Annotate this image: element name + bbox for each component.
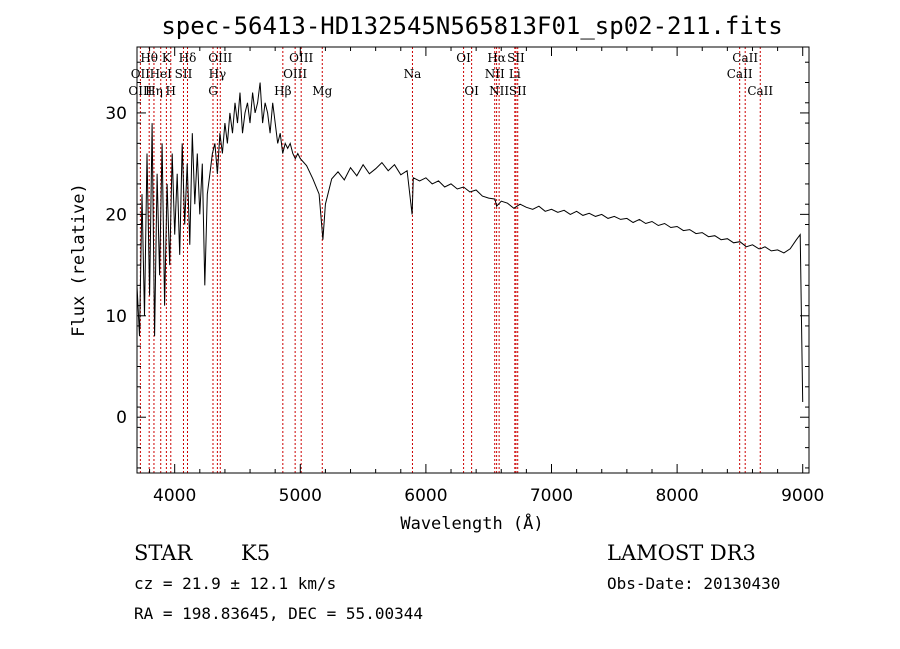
line-label: OIII — [208, 51, 232, 65]
line-label: H — [166, 84, 176, 98]
line-label: SII — [175, 67, 193, 81]
y-axis-label: Flux (relative) — [69, 183, 89, 337]
line-label: SII — [509, 84, 527, 98]
x-axis-ticks: 4000 5000 6000 7000 8000 9000 — [149, 47, 824, 506]
observation-date: Obs-Date: 20130430 — [607, 574, 780, 593]
line-label: Hα — [487, 51, 506, 65]
line-label: CaII — [732, 51, 758, 65]
line-label: Hη — [145, 84, 163, 98]
line-label: Hδ — [179, 51, 197, 65]
x-tick-label: 4000 — [153, 486, 196, 506]
line-label: G — [208, 84, 218, 98]
object-class: STAR — [134, 541, 193, 565]
line-label: K — [162, 51, 172, 65]
x-tick-label: 7000 — [530, 486, 573, 506]
line-label: CaII — [727, 67, 753, 81]
redshift-cz: cz = 21.9 ± 12.1 km/s — [134, 574, 336, 593]
line-label: Hγ — [209, 67, 227, 81]
spectral-line-labels: Hθ OII OIII K HeI Hη SII H Hδ OIII Hγ G Hβ OIII OIII Mg… — [128, 51, 773, 98]
line-label: Mg — [312, 84, 332, 98]
line-label: NII — [485, 67, 505, 81]
x-tick-label: 8000 — [655, 486, 698, 506]
survey-name: LAMOST DR3 — [607, 541, 756, 565]
y-tick-label: 0 — [116, 408, 127, 428]
y-axis-ticks: 0 10 20 30 — [105, 61, 809, 469]
line-label: Hβ — [274, 84, 291, 98]
chart-title: spec-56413-HD132545N565813F01_sp02-211.f… — [161, 12, 782, 40]
x-axis-label: Wavelength (Å) — [400, 512, 543, 534]
plot-frame — [136, 46, 810, 474]
line-label: OIII — [289, 51, 313, 65]
line-label: Na — [404, 67, 422, 81]
spectrum-series-line — [136, 82, 804, 403]
line-label: Li — [509, 67, 521, 81]
line-label: SII — [507, 51, 525, 65]
y-tick-label: 20 — [105, 205, 127, 225]
line-label: OI — [464, 84, 479, 98]
line-label: HeI — [150, 67, 173, 81]
spectral-line-markers — [139, 47, 761, 473]
x-tick-label: 9000 — [781, 486, 824, 506]
line-label: CaII — [747, 84, 773, 98]
x-tick-label: 6000 — [404, 486, 447, 506]
line-label: OI — [456, 51, 471, 65]
line-label: Hθ — [140, 51, 158, 65]
line-label: OIII — [128, 84, 152, 98]
line-label: OIII — [283, 67, 307, 81]
line-label: NII — [489, 84, 509, 98]
ra-dec-coordinates: RA = 198.83645, DEC = 55.00344 — [134, 604, 423, 623]
y-tick-label: 10 — [105, 307, 127, 327]
line-label: OII — [131, 67, 151, 81]
object-subclass: K5 — [241, 541, 270, 565]
x-tick-label: 5000 — [279, 486, 322, 506]
y-tick-label: 30 — [105, 104, 127, 124]
